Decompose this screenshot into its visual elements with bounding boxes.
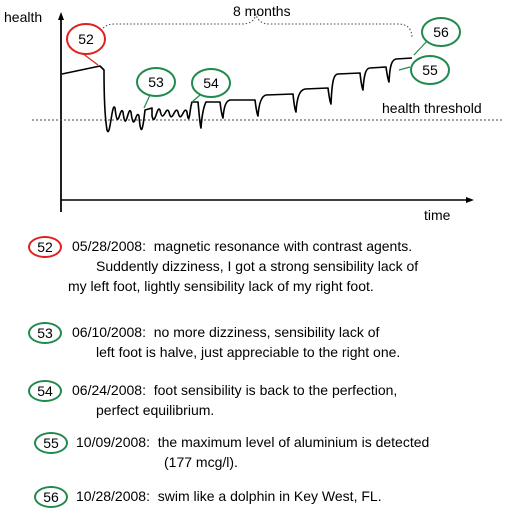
svg-text:55: 55 (422, 62, 438, 78)
callout-55: 55 (410, 55, 450, 85)
y-axis-label: health (4, 9, 42, 25)
callout-54-arrow (191, 94, 201, 103)
health-threshold-label: health threshold (382, 100, 482, 116)
callout-54: 54 (191, 68, 231, 98)
health-curve (61, 57, 413, 133)
time-span-label: 8 months (233, 3, 291, 19)
callout-53-arrow (143, 94, 151, 109)
x-axis-label: time (424, 207, 451, 223)
y-axis-arrow (58, 12, 64, 20)
callout-52-arrow (81, 52, 99, 66)
svg-text:56: 56 (433, 24, 449, 40)
svg-text:52: 52 (78, 31, 94, 47)
callout-56: 56 (421, 17, 461, 47)
svg-text:54: 54 (203, 75, 219, 91)
svg-text:53: 53 (148, 74, 164, 90)
callout-55-arrow (398, 66, 411, 71)
x-axis-arrow (466, 197, 474, 203)
callout-53: 53 (136, 67, 176, 97)
time-span-bracket (99, 13, 413, 39)
callout-52: 52 (66, 23, 106, 55)
callout-56-arrow (413, 39, 429, 56)
